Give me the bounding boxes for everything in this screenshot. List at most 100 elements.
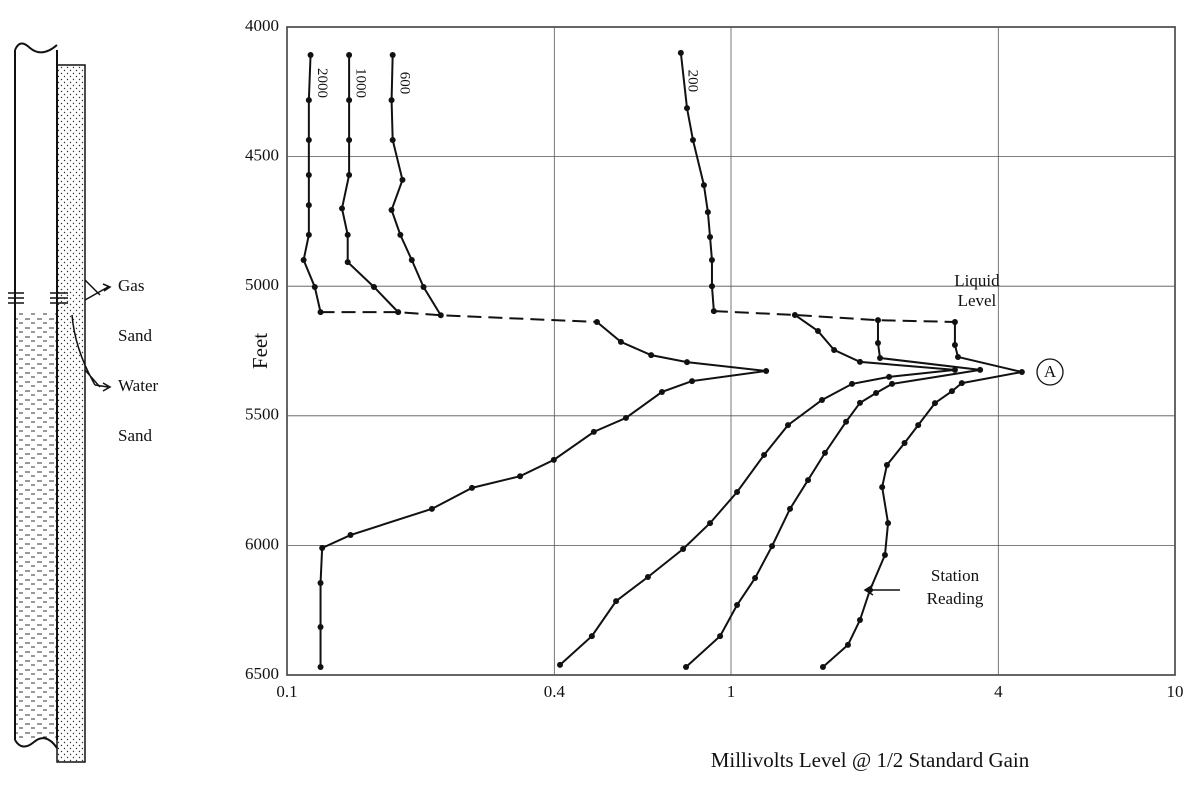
data-point <box>763 367 770 374</box>
data-point <box>644 574 651 581</box>
y-tick-label: 5500 <box>245 405 279 424</box>
data-point <box>317 663 324 670</box>
data-point <box>954 353 961 360</box>
data-point <box>821 449 828 456</box>
data-point <box>708 283 715 290</box>
x-tick-label: 1 <box>727 682 736 701</box>
data-point <box>958 380 965 387</box>
data-point <box>428 505 435 512</box>
data-point <box>684 359 691 366</box>
data-point <box>856 358 863 365</box>
well-label: Water <box>118 376 158 395</box>
data-point <box>389 51 396 58</box>
data-point <box>399 176 406 183</box>
data-point <box>785 422 792 429</box>
y-axis-label: Feet <box>248 333 272 369</box>
well-label: Sand <box>118 326 153 345</box>
data-point <box>346 172 353 179</box>
data-point <box>305 202 312 209</box>
x-tick-label: 0.1 <box>276 682 297 701</box>
data-point <box>346 137 353 144</box>
data-point <box>395 309 402 316</box>
data-point <box>791 311 798 318</box>
data-point <box>689 378 696 385</box>
data-point <box>977 366 984 373</box>
data-point <box>856 399 863 406</box>
data-point <box>319 544 326 551</box>
data-point <box>622 414 629 421</box>
x-tick-label: 0.4 <box>544 682 566 701</box>
data-point <box>717 633 724 640</box>
data-point <box>708 257 715 264</box>
data-point <box>305 172 312 179</box>
data-point <box>557 661 564 668</box>
data-point <box>901 440 908 447</box>
data-point <box>590 428 597 435</box>
annotation: A <box>1044 362 1057 381</box>
water-column <box>15 313 57 740</box>
data-point <box>874 339 881 346</box>
break-marks <box>14 42 58 749</box>
data-point <box>874 317 881 324</box>
annotation: Station <box>931 566 980 585</box>
data-point <box>704 209 711 216</box>
data-point <box>388 97 395 104</box>
well-label: Sand <box>118 426 153 445</box>
y-tick-label: 5000 <box>245 275 279 294</box>
well-diagram: Gas Sand Water Sand <box>8 42 158 763</box>
annotation-arrow <box>863 584 900 596</box>
data-point <box>885 520 892 527</box>
data-point <box>397 231 404 238</box>
data-point <box>787 505 794 512</box>
data-point <box>613 598 620 605</box>
series-label: 600 <box>396 72 412 95</box>
formation <box>56 64 86 763</box>
data-point <box>388 206 395 213</box>
data-point <box>677 49 684 56</box>
curve <box>685 320 981 668</box>
data-point <box>707 520 714 527</box>
data-point <box>818 396 825 403</box>
series-label: 200 <box>684 70 700 93</box>
data-point <box>300 257 307 264</box>
annotation: Reading <box>927 589 984 608</box>
y-tick-label: 6000 <box>245 534 279 553</box>
data-point <box>814 328 821 335</box>
curve <box>340 54 399 313</box>
data-point <box>881 551 888 558</box>
data-point <box>879 484 886 491</box>
data-point <box>648 352 655 359</box>
data-point <box>517 473 524 480</box>
data-point <box>769 543 776 550</box>
series-label: 1000 <box>353 68 369 98</box>
data-point <box>408 257 415 264</box>
data-point <box>317 579 324 586</box>
series-label: Liquid Level <box>954 271 1000 310</box>
data-point <box>886 373 893 380</box>
data-point <box>588 633 595 640</box>
data-point <box>700 182 707 189</box>
data-point <box>346 97 353 104</box>
data-point <box>317 624 324 631</box>
data-point <box>305 137 312 144</box>
liquid-marks <box>8 292 68 304</box>
data-point <box>658 388 665 395</box>
data-point <box>819 663 826 670</box>
liquid-level-line <box>320 310 955 323</box>
data-point <box>344 259 351 266</box>
data-point <box>420 283 427 290</box>
data-point <box>734 602 741 609</box>
curve <box>319 321 767 667</box>
arrows <box>84 283 112 392</box>
data-point <box>844 641 851 648</box>
data-point <box>689 137 696 144</box>
x-tick-label: 4 <box>994 682 1003 701</box>
data-point <box>307 51 314 58</box>
data-point <box>915 422 922 429</box>
data-point <box>831 346 838 353</box>
x-tick-label: 10 <box>1167 682 1184 701</box>
data-point <box>370 283 377 290</box>
casing <box>14 50 58 740</box>
